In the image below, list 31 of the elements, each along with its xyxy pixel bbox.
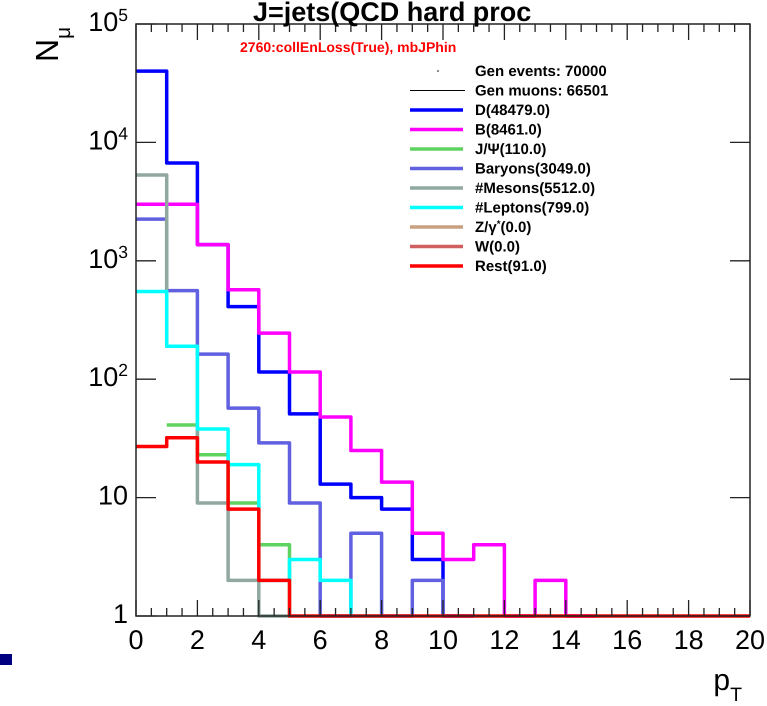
x-tick-label: 16	[612, 625, 642, 655]
legend-label: Rest(91.0)	[475, 258, 547, 275]
x-tick-label: 12	[489, 625, 520, 655]
legend-label: Z/γ$^{*}$(0.0)	[475, 218, 532, 236]
legend-label: #Mesons(5512.0)	[475, 180, 596, 197]
y-tick-label: 10$^{5}$	[88, 5, 128, 37]
x-tick-label: 4	[251, 625, 266, 655]
y-tick-label: 10$^{3}$	[88, 242, 128, 274]
y-tick-label: 10	[98, 480, 128, 511]
x-tick-label: 18	[674, 625, 704, 655]
legend-label: W(0.0)	[475, 238, 520, 256]
legend-label: J/Ψ(110.0)	[475, 141, 546, 158]
legend-label: D(48479.0)	[475, 102, 550, 119]
x-tick-label: 10	[428, 625, 458, 655]
x-axis-title: p$_{T}$	[713, 664, 742, 706]
y-tick-label: 10$^{2}$	[88, 360, 128, 392]
annotation: Gen events: 70000	[475, 63, 607, 80]
x-tick-label: 0	[128, 625, 144, 655]
annotation: Gen muons: 66501	[475, 82, 608, 100]
y-tick-label: 10$^{4}$	[88, 123, 128, 156]
x-tick-label: 6	[312, 625, 328, 655]
chart-title: J=jets(QCD hard proc	[253, 0, 532, 27]
x-tick-label: 8	[374, 625, 390, 655]
x-tick-label: 2	[190, 625, 205, 655]
y-tick-label: 1	[112, 599, 128, 629]
x-tick-label: 20	[734, 625, 766, 655]
legend-label: B(8461.0)	[475, 122, 542, 138]
legend-label: Baryons(3049.0)	[475, 160, 591, 178]
legend-label: #Leptons(799.0)	[475, 200, 590, 216]
text: 2760:collEnLoss(True), mbJPhin	[240, 39, 456, 55]
x-tick-label: 14	[550, 625, 581, 655]
